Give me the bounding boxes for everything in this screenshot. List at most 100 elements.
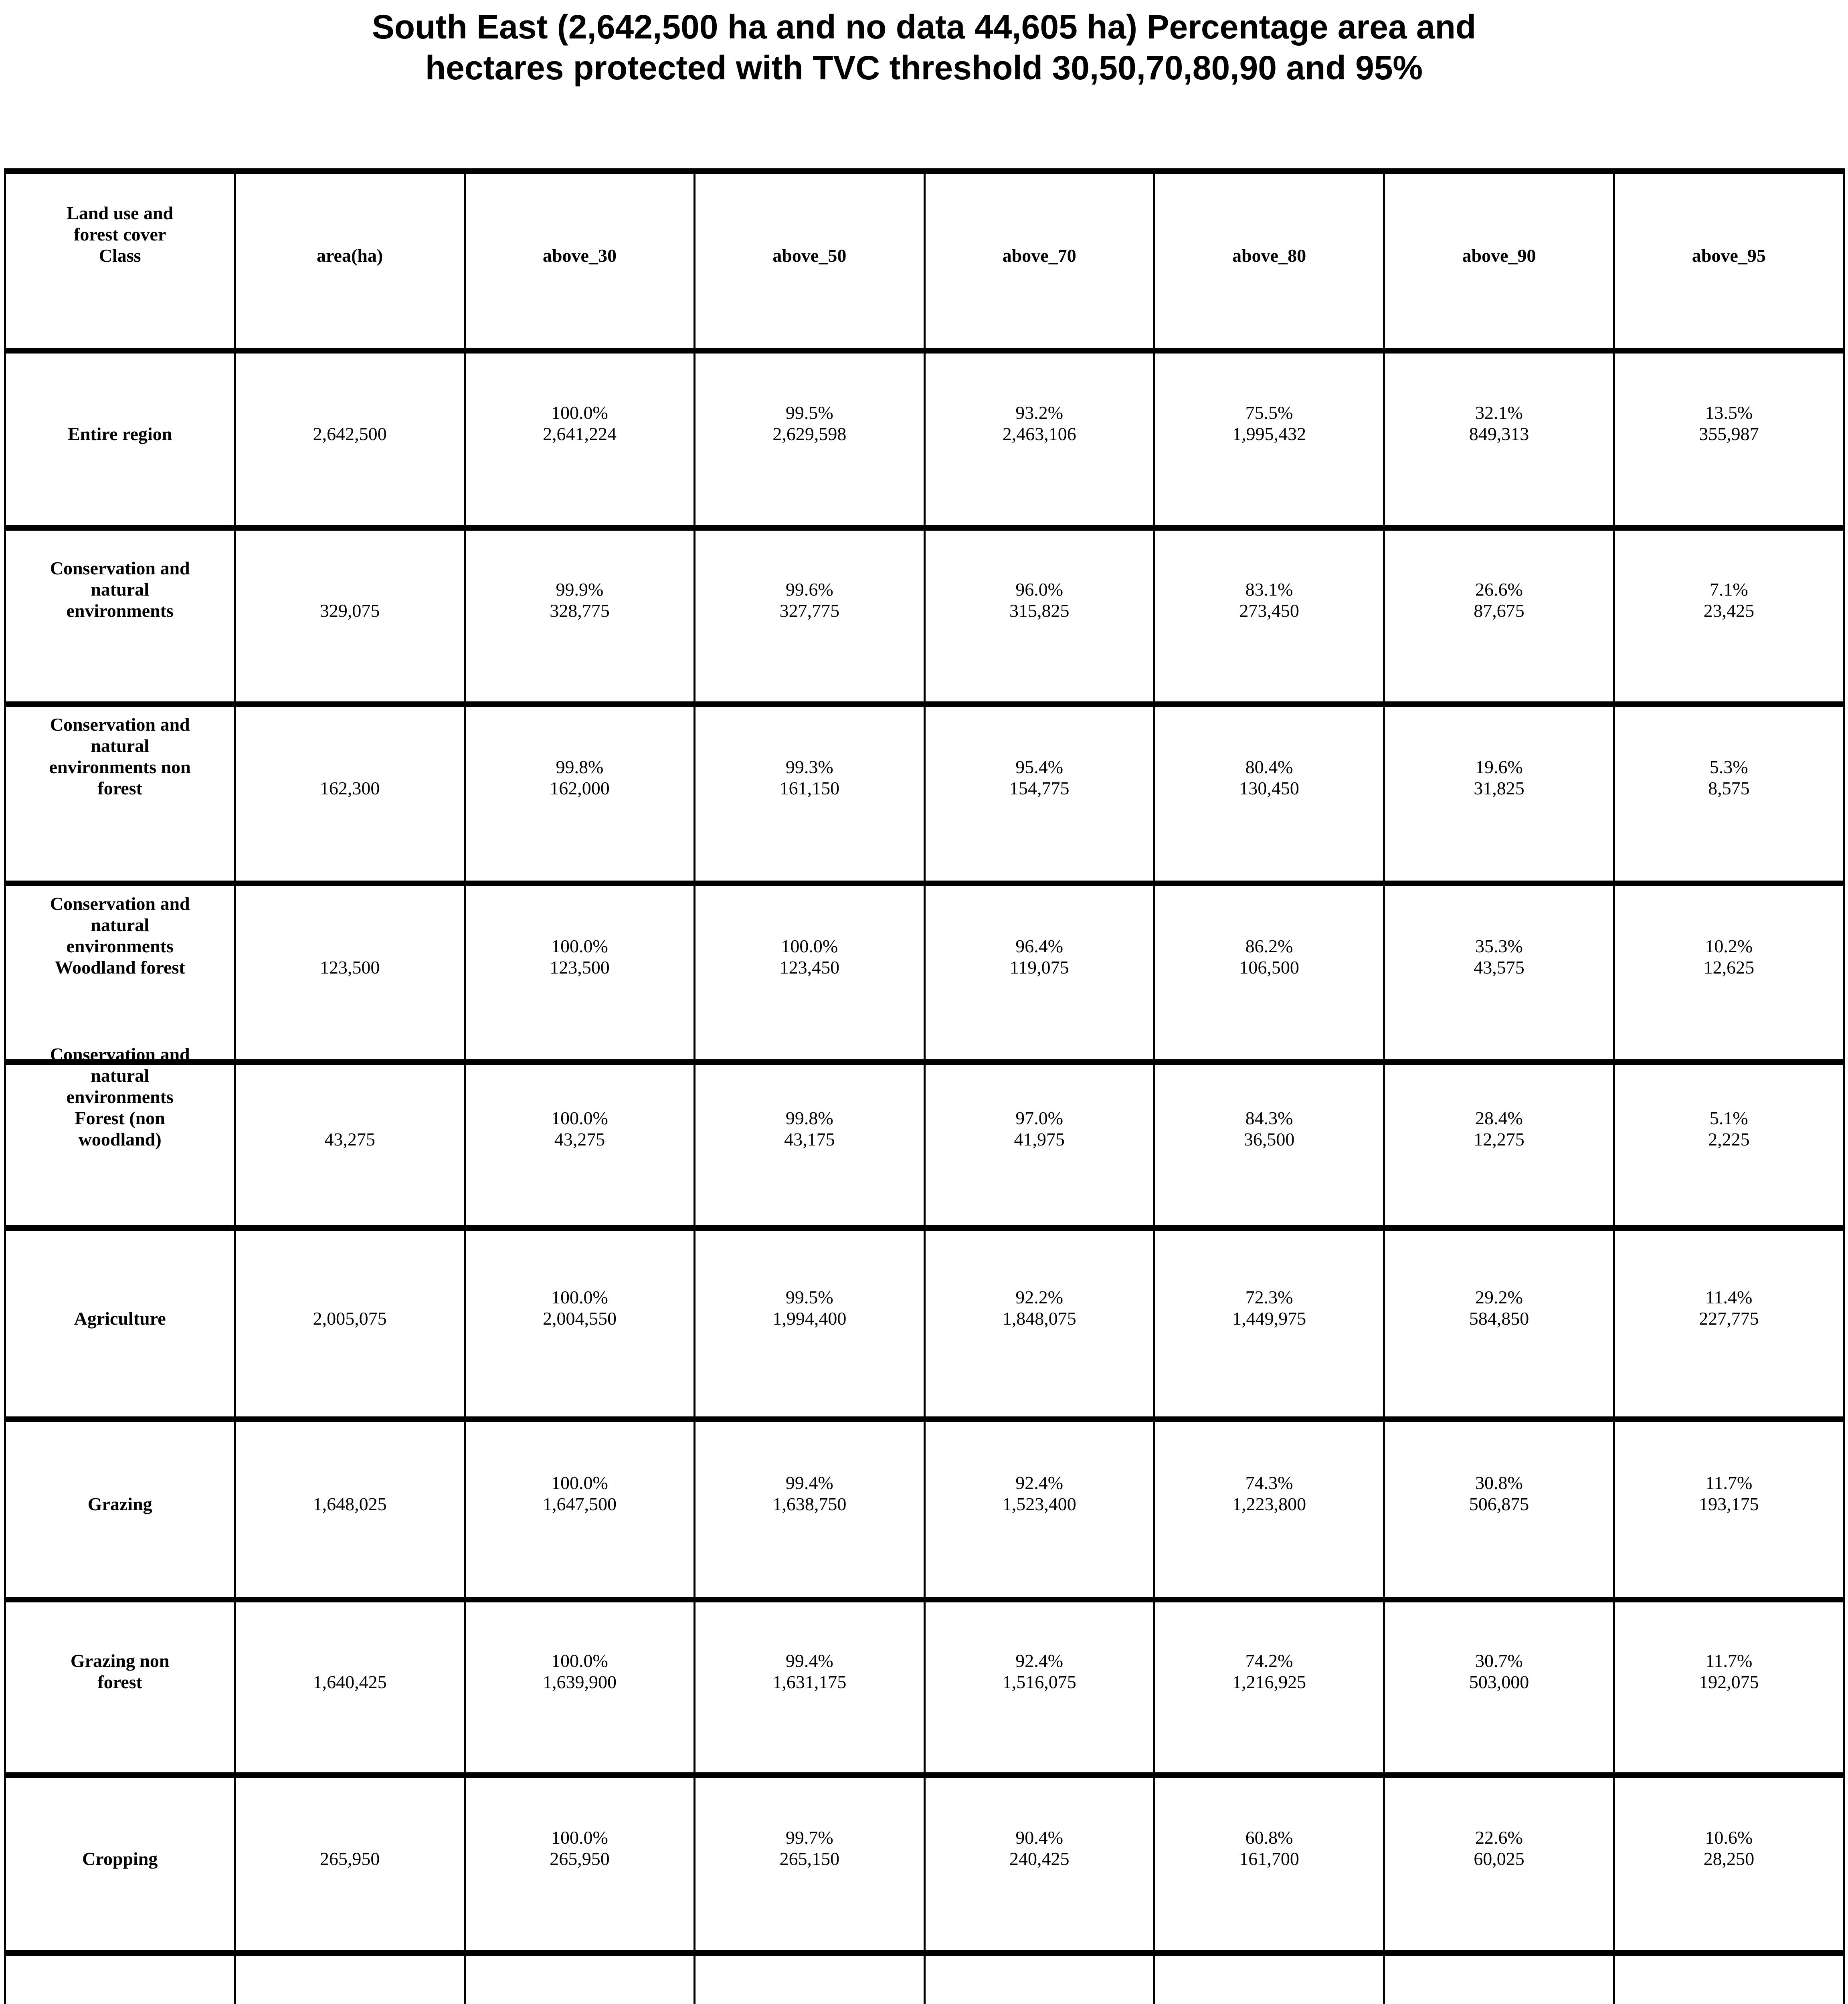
percent-value: 93.2% xyxy=(1015,402,1064,423)
threshold-cell: 35.3% 43,575 xyxy=(1385,886,1615,1059)
threshold-cell: 7.1% 23,425 xyxy=(1615,531,1843,701)
threshold-cell: 26.6% 87,675 xyxy=(1385,531,1615,701)
row-label: Conservation and natural environments Fo… xyxy=(50,1044,190,1149)
threshold-cell: 99.4% 1,631,175 xyxy=(696,1602,926,1772)
table-row: Grazing non forest 1,640,425 100.0% 1,639,9… xyxy=(6,1602,1843,1778)
percent-value: 26.6% xyxy=(1475,579,1523,600)
percent-value: 13.5% xyxy=(1705,402,1753,423)
area-cell: 43,275 xyxy=(236,1065,466,1225)
hectares-value: 36,500 xyxy=(1243,1129,1295,1149)
percent-value: 100.0% xyxy=(551,1650,608,1671)
percent-value: 11.7% xyxy=(1705,1650,1753,1671)
row-label-cell: Irrigation xyxy=(6,1956,236,2004)
threshold-cell: 11.4% 227,775 xyxy=(1615,1231,1843,1416)
hectares-value: 1,449,975 xyxy=(1232,1308,1306,1329)
percent-value: 99.7% xyxy=(785,1827,833,1848)
threshold-cell: 92.4%82,750 xyxy=(926,1956,1155,2004)
row-label: Grazing non forest xyxy=(70,1650,170,1692)
percent-value: 100.0% xyxy=(551,1287,608,1308)
header-cell: area(ha) xyxy=(236,174,466,348)
percent-value: 100.0% xyxy=(781,935,838,956)
hectares-value: 161,700 xyxy=(1239,1848,1299,1869)
threshold-cell: 99.6% 327,775 xyxy=(696,531,926,701)
percent-value: 72.3% xyxy=(1245,1287,1293,1308)
percent-value: 10.2% xyxy=(1705,935,1753,956)
threshold-cell: 99.3%88,950 xyxy=(696,1956,926,2004)
hectares-value: 328,775 xyxy=(550,600,610,621)
hectares-value: 1,631,175 xyxy=(772,1671,847,1692)
header-label: above_30 xyxy=(542,245,617,266)
percent-value: 90.4% xyxy=(1015,1827,1064,1848)
threshold-cell: 100.0% 2,641,224 xyxy=(466,354,696,525)
hectares-value: 154,775 xyxy=(1009,778,1070,799)
area-cell: 123,500 xyxy=(236,886,466,1059)
hectares-value: 503,000 xyxy=(1469,1671,1529,1692)
percent-value: 99.8% xyxy=(785,1108,833,1128)
percent-value: 100.0% xyxy=(551,1827,608,1848)
threshold-cell: 74.2% 1,216,925 xyxy=(1155,1602,1385,1772)
percent-value: 92.4% xyxy=(1015,1650,1064,1671)
percent-value: 32.1% xyxy=(1475,402,1523,423)
threshold-cell: 92.4% 1,516,075 xyxy=(926,1602,1155,1772)
threshold-cell: 11.7% 192,075 xyxy=(1615,1602,1843,1772)
threshold-cell: 75.5% 1,995,432 xyxy=(1155,354,1385,525)
hectares-value: 12,625 xyxy=(1703,957,1755,978)
threshold-cell: 70.7%63,350 xyxy=(1155,1956,1385,2004)
row-label: Grazing xyxy=(87,1494,152,1515)
area-value: 123,500 xyxy=(319,957,380,978)
hectares-value: 43,175 xyxy=(784,1129,835,1149)
hectares-value: 240,425 xyxy=(1009,1848,1070,1869)
row-label-cell: Conservation and natural environments Wo… xyxy=(6,886,236,1059)
header-label: above_80 xyxy=(1232,245,1306,266)
threshold-cell: 80.4% 130,450 xyxy=(1155,707,1385,881)
area-value: 1,640,425 xyxy=(313,1671,387,1692)
table-row: Conservation and natural environments Fo… xyxy=(6,1044,1843,1231)
percent-value: 99.5% xyxy=(785,1287,833,1308)
threshold-cell: 99.7% 265,150 xyxy=(696,1778,926,1950)
table-row: Grazing 1,648,025 100.0% 1,647,500 99.4% 1,63… xyxy=(6,1422,1843,1602)
row-label-cell: Grazing xyxy=(6,1422,236,1597)
land-use-protection-table: Land use and forest cover Class area(ha) a… xyxy=(4,168,1845,2004)
threshold-cell: 30.8% 506,875 xyxy=(1385,1422,1615,1597)
area-cell: 1,640,425 xyxy=(236,1602,466,1772)
threshold-cell: 93.2% 2,463,106 xyxy=(926,354,1155,525)
hectares-value: 355,987 xyxy=(1699,423,1759,444)
row-label-cell: Conservation and natural environments xyxy=(6,531,236,701)
threshold-cell: 22.6% 60,025 xyxy=(1385,1778,1615,1950)
percent-value: 100.0% xyxy=(551,402,608,423)
percent-value: 74.3% xyxy=(1245,1473,1293,1493)
hectares-value: 192,075 xyxy=(1699,1671,1759,1692)
header-label: area(ha) xyxy=(316,245,383,266)
area-cell: 265,950 xyxy=(236,1778,466,1950)
hectares-value: 273,450 xyxy=(1239,600,1299,621)
header-cell: above_30 xyxy=(466,174,696,348)
area-value: 162,300 xyxy=(319,778,380,799)
percent-value: 99.8% xyxy=(556,757,604,778)
row-label-cell: Entire region xyxy=(6,354,236,525)
area-cell: 2,642,500 xyxy=(236,354,466,525)
percent-value: 60.8% xyxy=(1245,1827,1293,1848)
threshold-cell: 10.6% 28,250 xyxy=(1615,1778,1843,1950)
percent-value: 19.6% xyxy=(1475,757,1523,778)
percent-value: 100.0% xyxy=(551,1473,608,1493)
area-cell: 2,005,075 xyxy=(236,1231,466,1416)
percent-value: 29.2% xyxy=(1475,1287,1523,1308)
threshold-cell: 100.0% 1,647,500 xyxy=(466,1422,696,1597)
hectares-value: 161,150 xyxy=(779,778,840,799)
table-row: Cropping 265,950 100.0% 265,950 99.7% 265,150… xyxy=(6,1778,1843,1956)
threshold-cell: 99.5% 2,629,598 xyxy=(696,354,926,525)
threshold-cell: 99.3% 161,150 xyxy=(696,707,926,881)
area-cell: 329,075 xyxy=(236,531,466,701)
percent-value: 7.1% xyxy=(1709,579,1748,600)
hectares-value: 123,500 xyxy=(550,957,610,978)
hectares-value: 315,825 xyxy=(1009,600,1070,621)
percent-value: 99.3% xyxy=(785,757,833,778)
header-cell: above_95 xyxy=(1615,174,1843,348)
threshold-cell: 92.4% 1,523,400 xyxy=(926,1422,1155,1597)
header-row: Land use and forest cover Class area(ha) a… xyxy=(6,174,1843,354)
header-cell: above_80 xyxy=(1155,174,1385,348)
threshold-cell: 100.0%89,550 xyxy=(466,1956,696,2004)
threshold-cell: 99.4% 1,638,750 xyxy=(696,1422,926,1597)
area-cell: 162,300 xyxy=(236,707,466,881)
threshold-cell: 100.0% 2,004,550 xyxy=(466,1231,696,1416)
